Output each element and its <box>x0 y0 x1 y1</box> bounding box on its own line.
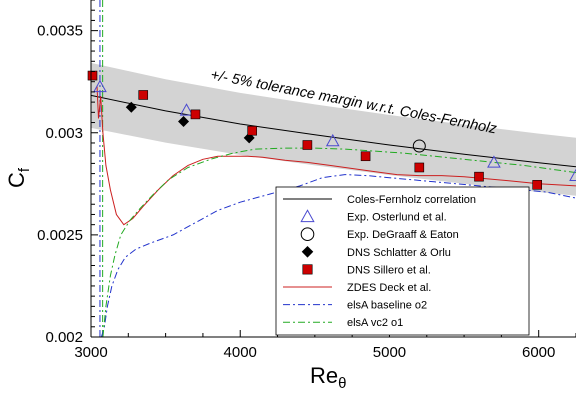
legend-swatch-exp-degraaff-eaton <box>300 227 315 241</box>
dns-sillero-et-al-point <box>414 162 425 173</box>
legend-swatch-exp-osterlund-et-al <box>300 209 315 223</box>
x-tick-label: 6000 <box>522 344 555 361</box>
x-axis-title-sub: θ <box>338 375 346 392</box>
exp-osterlund-et-al-point <box>569 168 576 181</box>
zdes-deck-et-al-line <box>96 85 576 226</box>
legend-swatch-dns-sillero-et-al <box>302 264 313 275</box>
exp-osterlund-et-al-point <box>487 155 501 168</box>
coles-fernholz-correlation-line <box>91 94 576 168</box>
legend-label-elsa-baseline-o2: elsA baseline o2 <box>347 300 427 312</box>
y-tick-label: 0.0025 <box>37 227 83 244</box>
x-axis-title: Reθ <box>310 363 346 392</box>
dns-schlatter-orlu-point <box>178 116 190 128</box>
x-tick-label: 4000 <box>224 344 257 361</box>
exp-osterlund-et-al-point <box>93 79 107 93</box>
y-tick-label: 0.002 <box>45 329 83 346</box>
legend-label-exp-degraaff-eaton: Exp. DeGraaff & Eaton <box>347 229 459 241</box>
legend-label-elsa-vc2-o1: elsA vc2 o1 <box>347 317 403 329</box>
legend-label-exp-osterlund-et-al: Exp. Osterlund et al. <box>347 212 447 224</box>
elsa-vc2-o1-line <box>102 147 576 337</box>
dns-sillero-et-al-point <box>532 180 543 190</box>
legend-label-dns-sillero-et-al: DNS Sillero et al. <box>347 264 431 276</box>
dns-sillero-et-al-point <box>247 125 257 136</box>
dns-sillero-et-al-point <box>190 109 201 120</box>
dns-sillero-et-al-point <box>360 151 371 162</box>
exp-degraaff-eaton-point <box>412 139 426 153</box>
dns-schlatter-orlu-point <box>125 101 137 113</box>
legend-swatch-dns-schlatter-orlu <box>301 246 314 258</box>
dns-sillero-et-al-point <box>138 90 149 100</box>
legend-label-zdes-deck-et-al: ZDES Deck et al. <box>347 282 431 294</box>
x-tick-label: 5000 <box>373 344 406 361</box>
x-axis-title-main: Re <box>310 363 338 388</box>
dns-sillero-et-al-point <box>474 171 484 182</box>
y-tick-label: 0.0035 <box>37 23 83 40</box>
legend-label-dns-schlatter-orlu: DNS Schlatter & Orlu <box>347 247 451 259</box>
y-axis-title: Cf <box>4 167 33 188</box>
legend-box <box>275 186 530 336</box>
dns-sillero-et-al-point <box>87 70 98 81</box>
tolerance-band <box>91 62 576 196</box>
y-tick-label: 0.003 <box>45 125 83 142</box>
x-tick-label: 3000 <box>74 344 107 361</box>
y-axis-title-main: C <box>4 172 29 188</box>
dns-sillero-et-al-point <box>302 140 313 150</box>
exp-osterlund-et-al-point <box>179 103 194 116</box>
y-axis-title-sub: f <box>16 167 33 172</box>
exp-osterlund-et-al-point <box>325 133 340 147</box>
legend-label-coles-fernholz-correlation: Coles-Fernholz correlation <box>347 194 476 206</box>
